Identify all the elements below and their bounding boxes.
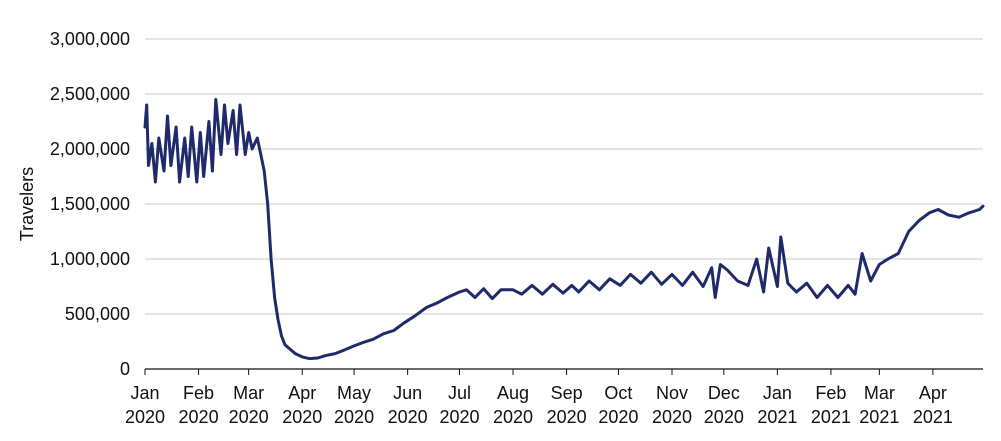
y-axis-title: Travelers xyxy=(17,167,37,241)
x-tick-year-5: 2020 xyxy=(388,407,428,427)
x-tick-year-0: 2020 xyxy=(125,407,165,427)
x-tick-month-6: Jul xyxy=(448,383,471,403)
x-tick-month-7: Aug xyxy=(497,383,529,403)
x-tick-month-11: Dec xyxy=(708,383,740,403)
y-tick-label-5: 2,500,000 xyxy=(50,84,130,104)
x-tick-month-8: Sep xyxy=(551,383,583,403)
x-tick-year-12: 2021 xyxy=(757,407,797,427)
x-tick-year-7: 2020 xyxy=(493,407,533,427)
x-tick-month-5: Jun xyxy=(393,383,422,403)
x-tick-year-15: 2021 xyxy=(913,407,953,427)
series-line-0 xyxy=(143,98,985,361)
gridlines xyxy=(145,38,983,315)
x-tick-month-1: Feb xyxy=(183,383,214,403)
y-tick-label-4: 2,000,000 xyxy=(50,139,130,159)
x-tick-year-10: 2020 xyxy=(652,407,692,427)
y-tick-label-3: 1,500,000 xyxy=(50,194,130,214)
x-tick-month-13: Feb xyxy=(815,383,846,403)
x-tick-month-3: Apr xyxy=(288,383,316,403)
x-tick-month-2: Mar xyxy=(233,383,264,403)
x-tick-year-14: 2021 xyxy=(859,407,899,427)
x-tick-month-0: Jan xyxy=(130,383,159,403)
x-tick-month-12: Jan xyxy=(763,383,792,403)
x-tick-month-10: Nov xyxy=(656,383,688,403)
x-tick-year-11: 2020 xyxy=(704,407,744,427)
x-tick-month-4: May xyxy=(337,383,371,403)
x-tick-year-6: 2020 xyxy=(439,407,479,427)
x-tick-year-4: 2020 xyxy=(334,407,374,427)
y-axis-tick-labels: 0 500,000 1,000,000 1,500,000 2,000,000 2,500… xyxy=(50,29,130,379)
x-tick-year-8: 2020 xyxy=(547,407,587,427)
y-tick-label-0: 0 xyxy=(120,359,130,379)
y-tick-label-2: 1,000,000 xyxy=(50,249,130,269)
x-tick-year-13: 2021 xyxy=(811,407,851,427)
x-tick-month-15: Apr xyxy=(919,383,947,403)
x-tick-month-9: Oct xyxy=(604,383,632,403)
y-tick-label-1: 500,000 xyxy=(65,304,130,324)
x-axis-tick-labels: Jan 2020 Feb 2020 Mar 2020 Apr 2020 May 2020 Jun 20… xyxy=(125,383,953,427)
x-tick-year-2: 2020 xyxy=(229,407,269,427)
x-axis-baseline xyxy=(144,368,983,375)
y-tick-label-6: 3,000,000 xyxy=(50,29,130,49)
x-tick-month-14: Mar xyxy=(864,383,895,403)
x-tick-year-3: 2020 xyxy=(282,407,322,427)
series-group xyxy=(143,98,985,361)
x-tick-year-1: 2020 xyxy=(179,407,219,427)
x-tick-year-9: 2020 xyxy=(598,407,638,427)
